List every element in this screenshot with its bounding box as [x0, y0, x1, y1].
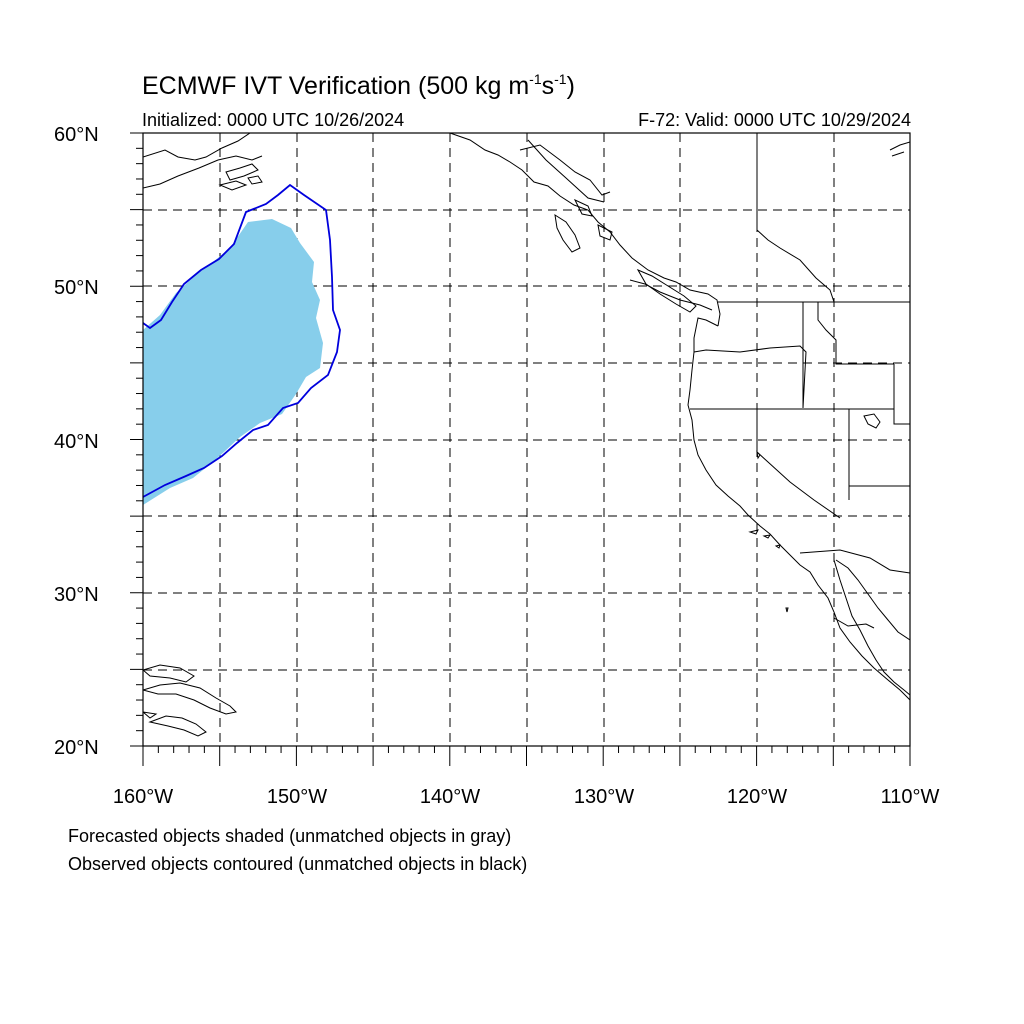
lat-label-40: 40°N	[54, 431, 99, 453]
idaho-borders	[802, 302, 894, 408]
us-west-coast	[687, 317, 910, 701]
wyoming-border	[893, 364, 910, 425]
vancouver-island	[636, 268, 697, 313]
lakes	[756, 141, 910, 460]
baja-california	[833, 559, 910, 696]
alaska-islands	[218, 163, 263, 191]
lon-label-160w: 160°W	[112, 786, 174, 808]
map-title: ECMWF IVT Verification (500 kg m-1s-1)	[142, 71, 575, 100]
nevada-utah-border	[848, 409, 910, 500]
alberta-bc-border	[756, 133, 835, 303]
bc-inner-coast	[519, 144, 713, 311]
lat-label-30: 30°N	[54, 584, 99, 606]
lon-label-110w: 110°W	[880, 786, 940, 808]
alaska-peninsula-coast	[143, 133, 263, 189]
lon-label-120w: 120°W	[726, 786, 788, 808]
lat-label-50: 50°N	[54, 277, 99, 299]
valid-time-label: F-72: Valid: 0000 UTC 10/29/2024	[638, 110, 911, 130]
forecast-ivt-object	[143, 219, 323, 505]
us-mexico-border	[799, 549, 910, 574]
great-salt-lake	[863, 413, 881, 429]
coastlines	[143, 133, 910, 737]
alaska-panhandle-islands	[554, 198, 613, 253]
channel-islands	[748, 529, 781, 549]
forecast-objects-note: Forecasted objects shaded (unmatched obj…	[68, 826, 512, 846]
california-nevada-border	[756, 409, 841, 519]
lon-label-150w: 150°W	[266, 786, 328, 808]
political-boundaries	[527, 133, 910, 574]
tick-marks	[130, 132, 911, 766]
lat-label-60: 60°N	[54, 124, 99, 146]
lake-tahoe	[756, 450, 761, 460]
lon-label-130w: 130°W	[573, 786, 635, 808]
guadalupe-island	[785, 607, 789, 613]
gulf-of-california-east-coast	[835, 559, 910, 641]
observed-ivt-contour	[143, 183, 341, 498]
washington-oregon-border	[693, 345, 807, 409]
lat-label-20: 20°N	[54, 737, 99, 759]
gulf-of-alaska-coast	[449, 133, 721, 327]
hawaii-islands	[143, 664, 238, 737]
init-time-label: Initialized: 0000 UTC 10/26/2024	[142, 110, 405, 130]
canadian-lakes	[889, 141, 910, 157]
canada-alaska-border	[527, 139, 605, 203]
observed-objects-note: Observed objects contoured (unmatched ob…	[68, 854, 528, 874]
lon-label-140w: 140°W	[419, 786, 481, 808]
